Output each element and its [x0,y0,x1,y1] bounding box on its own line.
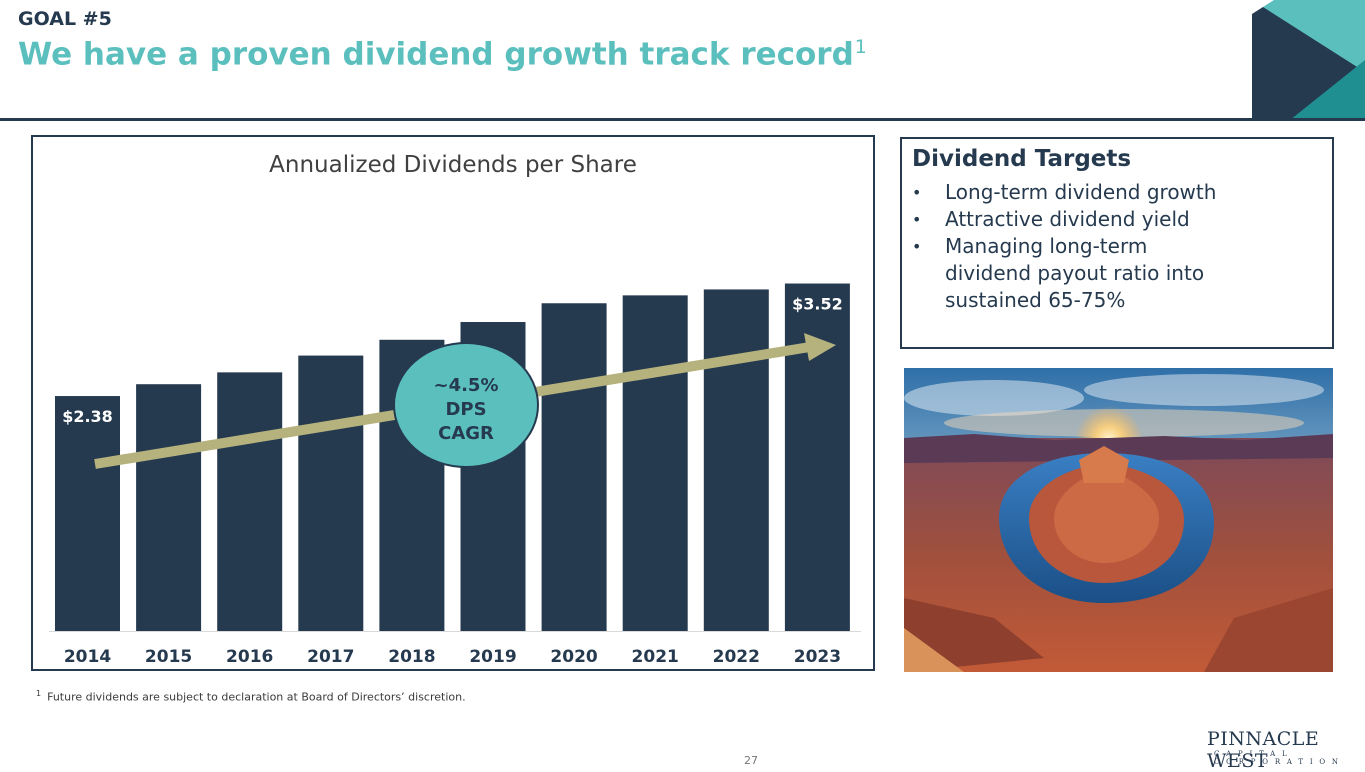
x-tick-label: 2015 [145,647,192,667]
title-footnote-marker: 1 [854,36,867,58]
corner-decoration [1252,0,1365,120]
page-number: 27 [744,754,758,767]
data-label: $2.38 [62,407,113,426]
x-tick-label: 2020 [550,647,597,667]
bar-2020 [541,303,607,631]
page-title: We have a proven dividend growth track r… [18,36,867,72]
x-tick-label: 2014 [64,647,111,667]
target-item: • Long-term dividend growth [912,179,1322,206]
bar-2017 [298,355,364,631]
bar-2022 [703,289,769,631]
x-tick-label: 2016 [226,647,273,667]
header-divider [0,118,1365,121]
dividend-targets-panel: Dividend Targets • Long-term dividend gro… [900,137,1334,349]
bullet-marker: • [912,237,922,256]
target-item-text: dividend payout ratio into [945,261,1205,285]
target-item: • Attractive dividend yield [912,206,1322,233]
target-item-text: Long-term dividend growth [945,180,1217,204]
x-tick-label: 2023 [794,647,841,667]
dividend-bar-chart: Annualized Dividends per Share 2014 2015 2… [49,152,861,667]
bullet-marker: • [912,183,922,202]
cagr-callout [393,342,539,468]
trend-arrow-head [804,333,836,361]
target-item-text: Managing long-term [945,234,1148,258]
footnote: 1 Future dividends are subject to declara… [36,689,466,704]
bar-2015 [136,384,202,631]
data-label: $3.52 [792,295,843,314]
page-title-text: We have a proven dividend growth track r… [18,36,854,73]
footnote-marker: 1 [36,689,42,698]
canyon-photo [904,368,1333,672]
chart-title: Annualized Dividends per Share [269,152,637,178]
x-tick-label: 2019 [469,647,516,667]
cagr-callout-text: CAGR [438,423,494,444]
x-tick-label: 2017 [307,647,354,667]
x-tick-label: 2022 [713,647,760,667]
targets-title: Dividend Targets [912,146,1132,172]
x-tick-label: 2021 [632,647,679,667]
bar-2023 [784,283,850,631]
company-logo-subtitle: CAPITAL CORPORATION [1214,750,1345,766]
bar-2016 [217,372,283,631]
company-logo-name: PINNACLE WEST [1207,728,1320,772]
target-item-text: Attractive dividend yield [945,207,1190,231]
cagr-callout-text: DPS [445,399,486,420]
target-item: • Managing long-term dividend payout ratio… [912,233,1322,314]
target-item-text: sustained 65-75% [945,288,1126,312]
x-tick-label: 2018 [388,647,435,667]
targets-list: • Long-term dividend growth • Attractive di… [912,179,1322,314]
cagr-callout-text: ~4.5% [433,375,498,396]
bar-2021 [622,295,688,631]
bar-2014 [55,396,120,631]
goal-label: GOAL #5 [18,8,112,30]
chart-frame [31,135,875,671]
footnote-text: Future dividends are subject to declarat… [47,690,466,704]
bullet-marker: • [912,210,922,229]
